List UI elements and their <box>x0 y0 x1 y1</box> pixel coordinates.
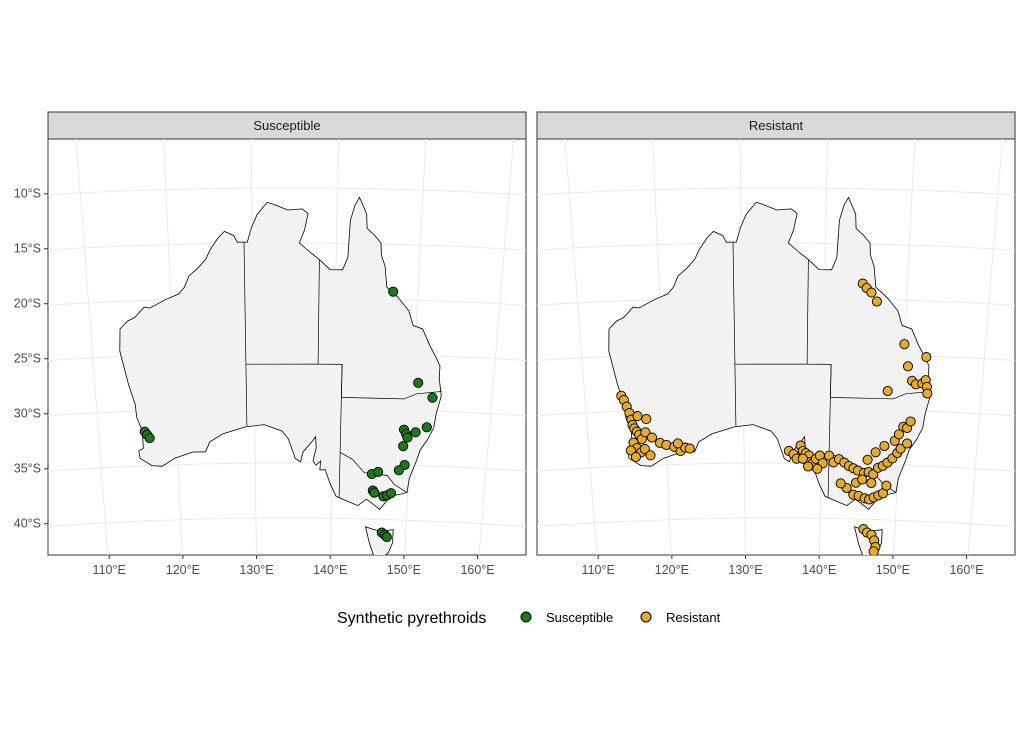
strip-label-resistant: Resistant <box>749 118 804 133</box>
x-tick-label: 150°E <box>876 563 910 577</box>
data-point <box>639 443 650 454</box>
data-point <box>879 440 890 452</box>
data-point <box>868 546 879 555</box>
data-point <box>922 388 933 399</box>
strip-background <box>47 111 527 140</box>
data-point <box>812 463 823 474</box>
x-tick-label: 130°E <box>239 563 273 577</box>
state-border <box>243 242 248 426</box>
points-resistant <box>616 278 933 555</box>
x-tick-label: 160°E <box>460 563 494 577</box>
strip-label-susceptible: Susceptible <box>253 118 320 133</box>
panel-susceptible: Susceptible 10°S 15°S 20°S 25°S 30°S 35°S 40°S… <box>14 111 527 577</box>
data-point <box>369 487 380 498</box>
state-border <box>338 364 343 498</box>
strip-background <box>536 111 1016 140</box>
x-tick-label: 150°E <box>387 563 421 577</box>
data-point <box>630 451 641 463</box>
data-point <box>902 438 913 449</box>
graticule-parallel <box>537 462 1015 472</box>
x-axis-ticks: 110°E 120°E 130°E 140°E 150°E 160°E <box>582 555 984 577</box>
y-tick-label: 30°S <box>14 407 41 421</box>
data-point <box>902 361 914 372</box>
data-point <box>921 352 932 363</box>
y-tick-label: 35°S <box>14 462 41 476</box>
x-tick-label: 120°E <box>166 563 200 577</box>
data-point <box>641 414 652 425</box>
x-tick-label: 130°E <box>728 563 762 577</box>
data-point <box>144 433 155 444</box>
data-point <box>393 465 404 476</box>
legend-key-susceptible <box>520 611 532 623</box>
data-point <box>402 432 413 443</box>
graticule-parallel <box>48 462 526 472</box>
graticule-parallel <box>537 517 1015 528</box>
data-point <box>388 286 399 297</box>
mainland-shape <box>119 196 442 510</box>
data-point <box>870 447 881 458</box>
data-point <box>899 339 910 350</box>
x-tick-label: 140°E <box>802 563 836 577</box>
data-point <box>427 392 438 403</box>
x-axis-ticks: 110°E 120°E 130°E 140°E 150°E 160°E <box>93 555 495 577</box>
data-point <box>866 477 877 489</box>
data-point <box>632 411 643 422</box>
y-tick-label: 20°S <box>14 297 41 311</box>
graticule-parallel <box>48 187 526 196</box>
data-point <box>857 474 868 485</box>
data-point <box>797 453 808 464</box>
australia-map <box>119 196 442 555</box>
data-point <box>421 422 432 433</box>
x-tick-label: 120°E <box>655 563 689 577</box>
data-point <box>646 432 658 443</box>
state-border <box>732 242 737 426</box>
data-point <box>866 287 877 298</box>
data-point <box>373 466 384 477</box>
graticule-parallel <box>48 517 526 528</box>
graticule-meridian <box>478 139 514 555</box>
y-tick-label: 25°S <box>14 352 41 366</box>
state-border <box>827 364 832 498</box>
data-point <box>410 427 421 438</box>
graticule-meridian <box>564 139 598 555</box>
data-point <box>672 438 683 449</box>
data-point <box>803 461 814 472</box>
y-tick-label: 40°S <box>14 517 41 531</box>
points-susceptible <box>139 286 438 543</box>
data-point <box>882 385 893 397</box>
legend-label-resistant: Resistant <box>666 610 721 625</box>
data-point <box>640 427 651 438</box>
x-tick-label: 110°E <box>582 563 615 577</box>
data-point <box>684 443 695 454</box>
y-axis-ticks: 10°S 15°S 20°S 25°S 30°S 35°S 40°S <box>14 187 48 531</box>
x-tick-label: 110°E <box>93 563 126 577</box>
data-point <box>413 377 424 388</box>
data-point <box>895 443 906 454</box>
legend-label-susceptible: Susceptible <box>546 610 613 625</box>
legend-title: Synthetic pyrethroids <box>337 610 486 627</box>
data-point <box>871 296 882 307</box>
x-tick-label: 160°E <box>949 563 983 577</box>
legend-key-resistant <box>640 611 652 623</box>
data-point <box>881 480 892 491</box>
legend: Synthetic pyrethroids Susceptible Resist… <box>337 610 721 627</box>
graticule-meridian <box>75 139 109 555</box>
graticule-parallel <box>537 187 1015 196</box>
x-tick-label: 140°E <box>313 563 347 577</box>
data-point <box>398 441 409 452</box>
y-tick-label: 15°S <box>14 242 41 256</box>
graticule-meridian <box>967 139 1003 555</box>
panel-resistant: Resistant 110°E 120°E 130°E 140°E 150°E 160°E <box>536 111 1016 577</box>
y-tick-label: 10°S <box>14 187 41 201</box>
data-point <box>905 416 916 427</box>
data-point <box>645 450 656 461</box>
data-point <box>381 532 392 543</box>
data-point <box>385 488 397 499</box>
data-point <box>835 478 846 489</box>
data-point <box>893 429 905 440</box>
data-point <box>862 454 873 465</box>
